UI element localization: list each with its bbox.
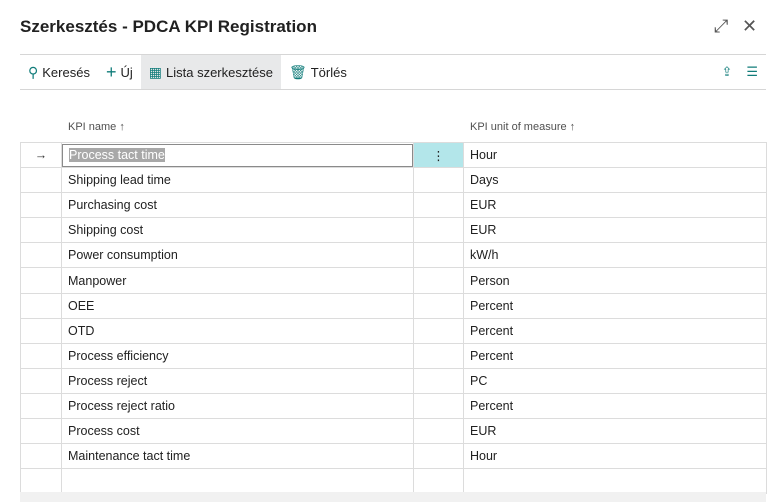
kpi-table: → Process tact time ⋮ Hour Shipping lead… [20, 141, 767, 495]
row-actions-cell[interactable] [413, 367, 464, 394]
kpi-name-cell[interactable]: Process efficiency [61, 342, 414, 369]
more-options-icon[interactable]: ⋮ [432, 148, 445, 163]
kpi-uom-cell[interactable]: Days [463, 167, 767, 194]
kpi-uom-cell[interactable]: EUR [463, 217, 767, 244]
edit-list-button[interactable]: ▦ Lista szerkesztése [140, 55, 281, 89]
row-selector[interactable]: → [20, 141, 62, 169]
column-header-kpi-name[interactable]: KPI name ↑ [68, 121, 125, 133]
row-selector[interactable] [20, 367, 62, 394]
table-row[interactable]: Process cost EUR [20, 418, 767, 445]
divider [20, 54, 766, 55]
table-row[interactable] [20, 468, 767, 495]
search-icon: ⚲ [28, 63, 39, 80]
kpi-uom-cell[interactable]: Person [463, 267, 767, 294]
kpi-name-cell[interactable]: Process reject [61, 367, 414, 394]
row-selector[interactable] [20, 242, 62, 269]
row-actions-cell[interactable] [413, 217, 464, 244]
kpi-name-cell[interactable]: Process cost [61, 418, 414, 445]
row-selector[interactable] [20, 267, 62, 294]
kpi-name-cell[interactable]: Maintenance tact time [61, 443, 414, 470]
table-row[interactable]: → Process tact time ⋮ Hour [20, 141, 767, 169]
kpi-uom-cell[interactable]: Percent [463, 342, 767, 369]
row-actions-cell[interactable] [413, 317, 464, 344]
kpi-name-cell[interactable]: OTD [61, 317, 414, 344]
plus-icon: + [105, 61, 117, 82]
list-view-icon[interactable]: ☰ [746, 64, 758, 79]
row-selector[interactable] [20, 392, 62, 420]
arrow-right-icon: → [34, 148, 48, 163]
row-actions-cell[interactable]: ⋮ [413, 141, 464, 169]
row-selector[interactable] [20, 167, 62, 194]
new-button[interactable]: + Új [105, 61, 133, 82]
expand-icon[interactable]: ⤢ [714, 16, 729, 36]
kpi-name-cell[interactable]: Shipping cost [61, 217, 414, 244]
divider [20, 89, 766, 90]
table-row[interactable]: Shipping lead time Days [20, 167, 767, 194]
row-actions-cell[interactable] [413, 267, 464, 294]
kpi-uom-cell[interactable]: PC [463, 367, 767, 394]
kpi-name-cell[interactable]: Process tact time [61, 141, 414, 169]
delete-button[interactable]: 🗑 Törlés [288, 63, 347, 80]
kpi-name-cell[interactable] [61, 468, 414, 495]
table-row[interactable]: Process reject ratio Percent [20, 392, 767, 420]
row-actions-cell[interactable] [413, 443, 464, 470]
page-title: Szerkesztés - PDCA KPI Registration [20, 17, 317, 36]
table-row[interactable]: Power consumption kW/h [20, 242, 767, 269]
table-row[interactable]: Process reject PC [20, 367, 767, 394]
table-row[interactable]: OTD Percent [20, 317, 767, 344]
table-footer [20, 492, 766, 502]
kpi-uom-cell[interactable]: Percent [463, 317, 767, 344]
row-selector[interactable] [20, 443, 62, 470]
row-selector[interactable] [20, 217, 62, 244]
kpi-uom-cell[interactable]: EUR [463, 418, 767, 445]
share-icon[interactable]: ⇪ [721, 64, 733, 79]
kpi-uom-cell[interactable] [463, 468, 767, 495]
action-bar: ⚲ Keresés + Új ▦ Lista szerkesztése 🗑 Törlés… [20, 55, 766, 89]
kpi-uom-cell[interactable]: Percent [463, 392, 767, 420]
row-actions-cell[interactable] [413, 468, 464, 495]
trash-icon: 🗑 [288, 63, 307, 80]
row-actions-cell[interactable] [413, 418, 464, 445]
kpi-uom-cell[interactable]: EUR [463, 192, 767, 219]
row-actions-cell[interactable] [413, 242, 464, 269]
table-row[interactable]: Purchasing cost EUR [20, 192, 767, 219]
kpi-uom-cell[interactable]: Hour [463, 141, 767, 169]
kpi-name-cell[interactable]: Purchasing cost [61, 192, 414, 219]
row-actions-cell[interactable] [413, 167, 464, 194]
row-actions-cell[interactable] [413, 292, 464, 319]
row-selector[interactable] [20, 292, 62, 319]
kpi-name-cell[interactable]: Shipping lead time [61, 167, 414, 194]
kpi-name-cell[interactable]: Manpower [61, 267, 414, 294]
row-selector[interactable] [20, 342, 62, 369]
row-selector[interactable] [20, 468, 62, 495]
kpi-uom-cell[interactable]: kW/h [463, 242, 767, 269]
row-selector[interactable] [20, 192, 62, 219]
table-row[interactable]: OEE Percent [20, 292, 767, 319]
close-icon[interactable]: ✕ [742, 16, 758, 36]
table-row[interactable]: Shipping cost EUR [20, 217, 767, 244]
row-selector[interactable] [20, 418, 62, 445]
kpi-name-cell[interactable]: Power consumption [61, 242, 414, 269]
row-actions-cell[interactable] [413, 392, 464, 420]
kpi-uom-cell[interactable]: Hour [463, 443, 767, 470]
table-row[interactable]: Manpower Person [20, 267, 767, 294]
row-selector[interactable] [20, 317, 62, 344]
kpi-name-cell[interactable]: Process reject ratio [61, 392, 414, 420]
kpi-uom-cell[interactable]: Percent [463, 292, 767, 319]
row-actions-cell[interactable] [413, 192, 464, 219]
edit-list-icon: ▦ [148, 63, 162, 80]
kpi-name-cell[interactable]: OEE [61, 292, 414, 319]
table-row[interactable]: Maintenance tact time Hour [20, 443, 767, 470]
table-row[interactable]: Process efficiency Percent [20, 342, 767, 369]
kpi-name-input[interactable]: Process tact time [62, 143, 413, 167]
search-button[interactable]: ⚲ Keresés [28, 63, 90, 80]
column-header-kpi-uom[interactable]: KPI unit of measure ↑ [470, 121, 576, 133]
row-actions-cell[interactable] [413, 342, 464, 369]
